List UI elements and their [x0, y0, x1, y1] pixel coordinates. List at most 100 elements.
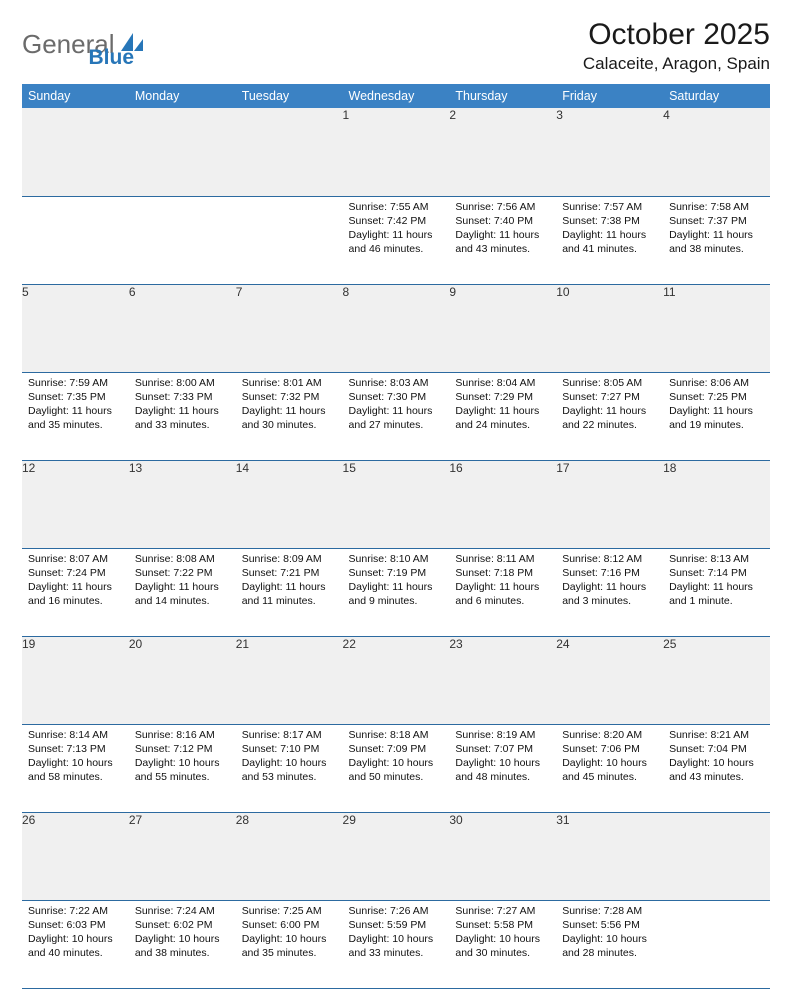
day-number-cell: 11 [663, 284, 770, 372]
sunrise-text: Sunrise: 7:57 AM [562, 200, 657, 214]
day-detail-row: Sunrise: 8:14 AMSunset: 7:13 PMDaylight:… [22, 724, 770, 812]
daylight-text: Daylight: 10 hours and 35 minutes. [242, 932, 337, 960]
day-number-cell: 14 [236, 460, 343, 548]
day-number-cell: 17 [556, 460, 663, 548]
logo-word-blue: Blue [89, 46, 135, 70]
day-detail-cell: Sunrise: 8:17 AMSunset: 7:10 PMDaylight:… [236, 724, 343, 812]
day-detail-cell: Sunrise: 8:14 AMSunset: 7:13 PMDaylight:… [22, 724, 129, 812]
weekday-header-row: SundayMondayTuesdayWednesdayThursdayFrid… [22, 84, 770, 108]
sunset-text: Sunset: 7:13 PM [28, 742, 123, 756]
day-detail-cell: Sunrise: 8:01 AMSunset: 7:32 PMDaylight:… [236, 372, 343, 460]
day-number-row: 1234 [22, 108, 770, 196]
day-number-cell: 26 [22, 812, 129, 900]
sunset-text: Sunset: 5:58 PM [455, 918, 550, 932]
sunset-text: Sunset: 7:21 PM [242, 566, 337, 580]
day-number-cell: 21 [236, 636, 343, 724]
sunset-text: Sunset: 5:56 PM [562, 918, 657, 932]
day-number-row: 262728293031 [22, 812, 770, 900]
sunrise-text: Sunrise: 8:13 AM [669, 552, 764, 566]
day-detail-cell: Sunrise: 8:18 AMSunset: 7:09 PMDaylight:… [343, 724, 450, 812]
day-detail-cell: Sunrise: 8:06 AMSunset: 7:25 PMDaylight:… [663, 372, 770, 460]
sunset-text: Sunset: 6:02 PM [135, 918, 230, 932]
day-number-cell: 12 [22, 460, 129, 548]
sunset-text: Sunset: 7:33 PM [135, 390, 230, 404]
day-number-cell: 6 [129, 284, 236, 372]
sunrise-text: Sunrise: 7:24 AM [135, 904, 230, 918]
daylight-text: Daylight: 11 hours and 22 minutes. [562, 404, 657, 432]
daylight-text: Daylight: 10 hours and 58 minutes. [28, 756, 123, 784]
sunset-text: Sunset: 7:29 PM [455, 390, 550, 404]
daylight-text: Daylight: 11 hours and 16 minutes. [28, 580, 123, 608]
sunrise-text: Sunrise: 8:04 AM [455, 376, 550, 390]
daylight-text: Daylight: 11 hours and 24 minutes. [455, 404, 550, 432]
day-number-cell: 13 [129, 460, 236, 548]
day-detail-cell [663, 900, 770, 988]
weekday-header: Wednesday [343, 84, 450, 108]
sunset-text: Sunset: 7:40 PM [455, 214, 550, 228]
day-number-cell: 4 [663, 108, 770, 196]
sunrise-text: Sunrise: 7:28 AM [562, 904, 657, 918]
sunrise-text: Sunrise: 8:03 AM [349, 376, 444, 390]
day-number-cell: 1 [343, 108, 450, 196]
day-detail-cell: Sunrise: 8:04 AMSunset: 7:29 PMDaylight:… [449, 372, 556, 460]
daylight-text: Daylight: 11 hours and 1 minute. [669, 580, 764, 608]
daylight-text: Daylight: 10 hours and 40 minutes. [28, 932, 123, 960]
daylight-text: Daylight: 11 hours and 43 minutes. [455, 228, 550, 256]
title-block: October 2025 Calaceite, Aragon, Spain [583, 18, 770, 74]
weekday-header: Friday [556, 84, 663, 108]
daylight-text: Daylight: 11 hours and 46 minutes. [349, 228, 444, 256]
day-number-row: 567891011 [22, 284, 770, 372]
day-detail-cell: Sunrise: 7:27 AMSunset: 5:58 PMDaylight:… [449, 900, 556, 988]
daylight-text: Daylight: 10 hours and 38 minutes. [135, 932, 230, 960]
weekday-header: Saturday [663, 84, 770, 108]
day-detail-row: Sunrise: 7:59 AMSunset: 7:35 PMDaylight:… [22, 372, 770, 460]
day-detail-cell: Sunrise: 7:28 AMSunset: 5:56 PMDaylight:… [556, 900, 663, 988]
daylight-text: Daylight: 11 hours and 9 minutes. [349, 580, 444, 608]
day-detail-cell [129, 196, 236, 284]
day-detail-cell: Sunrise: 8:19 AMSunset: 7:07 PMDaylight:… [449, 724, 556, 812]
day-number-cell: 15 [343, 460, 450, 548]
day-number-cell: 22 [343, 636, 450, 724]
day-detail-cell: Sunrise: 8:05 AMSunset: 7:27 PMDaylight:… [556, 372, 663, 460]
daylight-text: Daylight: 10 hours and 45 minutes. [562, 756, 657, 784]
daylight-text: Daylight: 10 hours and 50 minutes. [349, 756, 444, 784]
day-detail-cell: Sunrise: 8:10 AMSunset: 7:19 PMDaylight:… [343, 548, 450, 636]
day-detail-cell: Sunrise: 8:12 AMSunset: 7:16 PMDaylight:… [556, 548, 663, 636]
day-detail-cell: Sunrise: 7:24 AMSunset: 6:02 PMDaylight:… [129, 900, 236, 988]
daylight-text: Daylight: 10 hours and 30 minutes. [455, 932, 550, 960]
sunrise-text: Sunrise: 7:56 AM [455, 200, 550, 214]
weekday-header: Thursday [449, 84, 556, 108]
day-number-cell: 8 [343, 284, 450, 372]
logo: General Blue [22, 18, 134, 70]
sunrise-text: Sunrise: 8:17 AM [242, 728, 337, 742]
day-detail-cell: Sunrise: 8:03 AMSunset: 7:30 PMDaylight:… [343, 372, 450, 460]
day-number-row: 12131415161718 [22, 460, 770, 548]
day-number-cell [22, 108, 129, 196]
day-detail-cell: Sunrise: 8:09 AMSunset: 7:21 PMDaylight:… [236, 548, 343, 636]
day-detail-cell: Sunrise: 7:56 AMSunset: 7:40 PMDaylight:… [449, 196, 556, 284]
day-number-cell: 29 [343, 812, 450, 900]
weekday-header: Tuesday [236, 84, 343, 108]
day-number-cell: 31 [556, 812, 663, 900]
sunrise-text: Sunrise: 8:09 AM [242, 552, 337, 566]
daylight-text: Daylight: 10 hours and 48 minutes. [455, 756, 550, 784]
day-detail-cell: Sunrise: 8:08 AMSunset: 7:22 PMDaylight:… [129, 548, 236, 636]
day-number-cell: 5 [22, 284, 129, 372]
sunset-text: Sunset: 7:19 PM [349, 566, 444, 580]
sunrise-text: Sunrise: 7:25 AM [242, 904, 337, 918]
day-detail-cell: Sunrise: 7:25 AMSunset: 6:00 PMDaylight:… [236, 900, 343, 988]
sunset-text: Sunset: 6:03 PM [28, 918, 123, 932]
day-number-cell [129, 108, 236, 196]
day-detail-cell: Sunrise: 7:55 AMSunset: 7:42 PMDaylight:… [343, 196, 450, 284]
day-number-cell [236, 108, 343, 196]
daylight-text: Daylight: 10 hours and 28 minutes. [562, 932, 657, 960]
daylight-text: Daylight: 11 hours and 35 minutes. [28, 404, 123, 432]
day-detail-cell: Sunrise: 8:00 AMSunset: 7:33 PMDaylight:… [129, 372, 236, 460]
sunrise-text: Sunrise: 7:59 AM [28, 376, 123, 390]
daylight-text: Daylight: 10 hours and 53 minutes. [242, 756, 337, 784]
sunrise-text: Sunrise: 8:19 AM [455, 728, 550, 742]
daylight-text: Daylight: 11 hours and 41 minutes. [562, 228, 657, 256]
daylight-text: Daylight: 11 hours and 19 minutes. [669, 404, 764, 432]
sunset-text: Sunset: 7:09 PM [349, 742, 444, 756]
sunset-text: Sunset: 7:04 PM [669, 742, 764, 756]
